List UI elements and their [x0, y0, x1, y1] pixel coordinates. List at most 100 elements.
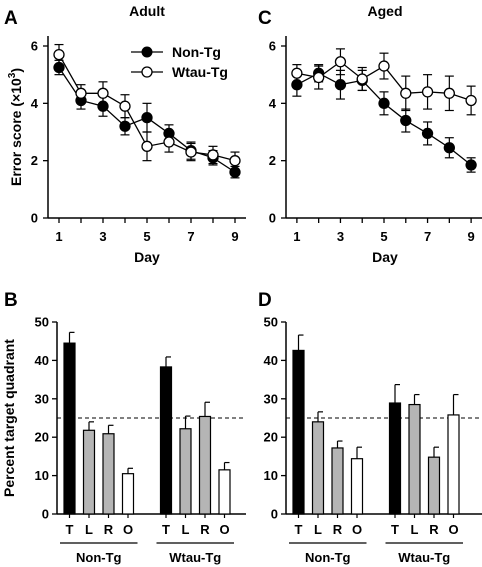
category-label: R: [429, 522, 439, 537]
x-tick-label: 5: [380, 229, 387, 244]
legend-wtau-tg-marker: [141, 66, 153, 78]
y-tick-label: 2: [31, 153, 38, 168]
category-label: T: [162, 522, 170, 537]
data-point: [163, 136, 175, 148]
y-tick-label: 40: [264, 353, 278, 368]
data-point: [185, 146, 197, 158]
y-tick-label: 10: [35, 468, 49, 483]
data-point: [53, 48, 65, 61]
y-tick-label: 4: [31, 96, 39, 111]
bar-non-tg-r: [102, 433, 115, 515]
data-point: [229, 155, 241, 167]
data-point: [291, 67, 303, 79]
panel-a-line-chart: A Adult 0 2 4 6 1 3 5 7 9 Day Error score (×103)…: [4, 3, 246, 265]
chart-a-title: Adult: [129, 3, 165, 19]
chart-a-ticks: 0 2 4 6 1 3 5 7 9: [31, 39, 239, 245]
bar-non-tg-r: [331, 447, 344, 515]
y-tick-label: 10: [264, 468, 278, 483]
chart-d-ticks: 0 10 20 30 40 50: [264, 315, 286, 522]
data-point: [119, 100, 131, 112]
data-point: [400, 87, 412, 99]
y-tick-label: 30: [264, 391, 278, 406]
legend-non-tg-marker: [141, 46, 153, 58]
category-label: T: [391, 522, 399, 537]
x-tick-label: 5: [143, 229, 150, 244]
data-point: [334, 79, 347, 91]
category-label: R: [333, 522, 343, 537]
bar-wtau-tg-r: [198, 415, 212, 515]
x-tick-label: 1: [55, 229, 62, 244]
bar-wtau-tg-t: [388, 402, 402, 515]
x-tick-label: 1: [293, 229, 300, 244]
y-tick-label: 6: [269, 39, 276, 54]
category-label: L: [182, 522, 190, 537]
data-point: [313, 71, 325, 84]
chart-a-y-label: Error score (×103): [7, 68, 24, 186]
x-tick-label: 9: [467, 229, 474, 244]
x-tick-label: 7: [187, 229, 194, 244]
y-tick-label: 0: [31, 211, 38, 226]
panel-label-d: D: [258, 290, 272, 311]
legend-non-tg-label: Non-Tg: [172, 44, 221, 60]
data-point: [141, 140, 153, 152]
category-label: L: [314, 522, 322, 537]
panel-label-b: B: [4, 290, 18, 311]
chart-c-ticks: 0 2 4 6 1 3 5 7 9: [269, 39, 475, 245]
data-point: [356, 73, 368, 85]
bar-non-tg-o: [121, 473, 135, 515]
y-tick-label: 6: [31, 39, 38, 54]
chart-a-x-label: Day: [134, 249, 160, 265]
bar-wtau-tg-l: [179, 428, 192, 515]
bar-non-tg-t: [63, 342, 76, 515]
bar-wtau-tg-r: [427, 456, 441, 515]
data-point: [334, 56, 347, 68]
panel-c-line-chart: C Aged 0 2 4 6 1 3 5 7 9 Day: [258, 3, 482, 265]
data-point: [400, 114, 412, 127]
y-tick-label: 50: [264, 315, 278, 330]
x-tick-label: 9: [231, 229, 238, 244]
legend-wtau-tg-label: Wtau-Tg: [172, 64, 228, 80]
category-label: O: [123, 522, 133, 537]
bar-non-tg-l: [311, 421, 325, 515]
data-point: [421, 127, 434, 140]
chart-b-ticks: 0 10 20 30 40 50: [35, 315, 57, 522]
category-label: O: [352, 522, 362, 537]
chart-c-title: Aged: [368, 3, 403, 19]
bar-non-tg-t: [292, 349, 305, 515]
chart-b-y-label: Percent target quadrant: [1, 339, 17, 497]
category-label: R: [104, 522, 114, 537]
y-tick-label: 30: [35, 391, 49, 406]
data-point: [378, 97, 390, 109]
category-label: L: [85, 522, 93, 537]
bar-non-tg-o: [350, 458, 364, 515]
data-point: [75, 87, 87, 99]
data-point: [465, 94, 477, 107]
category-label: L: [411, 522, 419, 537]
y-tick-label: 50: [35, 315, 49, 330]
data-point: [378, 60, 390, 72]
y-tick-label: 4: [269, 96, 277, 111]
series-wtau-tg: [53, 43, 241, 170]
data-point: [207, 149, 219, 161]
group-label-wtau-tg: Wtau-Tg: [169, 550, 221, 565]
y-tick-label: 20: [264, 430, 278, 445]
data-point: [119, 120, 131, 132]
y-tick-label: 40: [35, 353, 49, 368]
bar-wtau-tg-o: [218, 469, 231, 515]
x-tick-label: 3: [99, 229, 106, 244]
y-tick-label: 0: [42, 507, 49, 522]
chart-a-series: [53, 43, 241, 179]
series-wtau-tg: [291, 48, 477, 116]
category-label: T: [66, 522, 74, 537]
data-point: [421, 86, 434, 98]
category-label: O: [448, 522, 458, 537]
chart-c-x-label: Day: [372, 249, 398, 265]
category-label: R: [200, 522, 210, 537]
data-point: [141, 112, 153, 124]
data-point: [443, 142, 455, 154]
group-label-wtau-tg: Wtau-Tg: [398, 550, 450, 565]
chart-c-series: [291, 48, 477, 173]
